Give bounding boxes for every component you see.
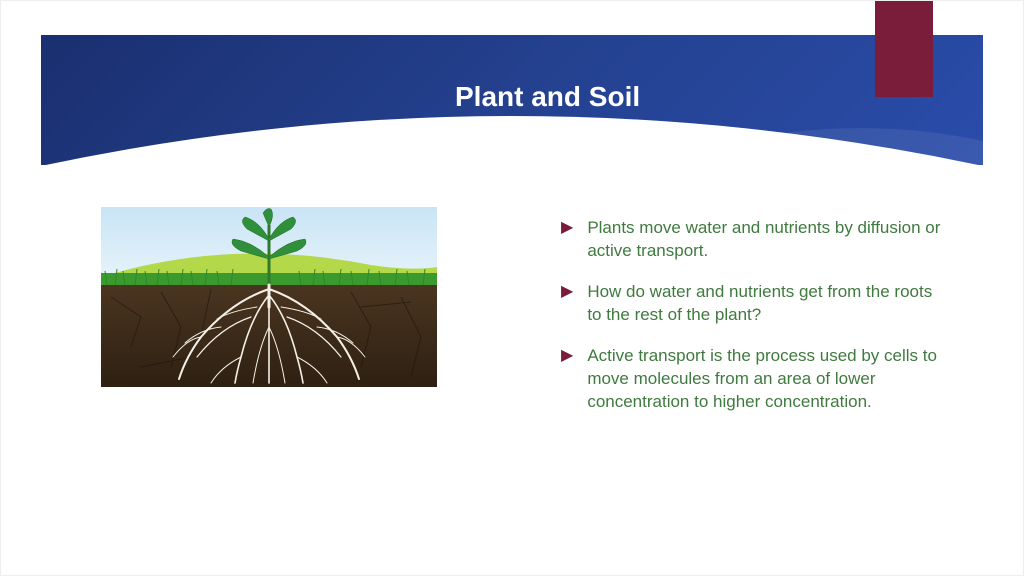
triangle-bullet-icon: ▶	[561, 281, 573, 327]
bullet-text: Plants move water and nutrients by diffu…	[587, 217, 941, 263]
bullet-list: ▶ Plants move water and nutrients by dif…	[561, 217, 941, 432]
title-line-2: Interactions	[455, 114, 640, 149]
accent-ribbon	[875, 1, 933, 97]
triangle-bullet-icon: ▶	[561, 217, 573, 263]
plant-soil-illustration	[101, 207, 437, 387]
list-item: ▶ Plants move water and nutrients by dif…	[561, 217, 941, 263]
list-item: ▶ Active transport is the process used b…	[561, 345, 941, 414]
slide-title: Plant and Soil Interactions	[455, 79, 640, 149]
bullet-text: Active transport is the process used by …	[587, 345, 941, 414]
bullet-text: How do water and nutrients get from the …	[587, 281, 941, 327]
list-item: ▶ How do water and nutrients get from th…	[561, 281, 941, 327]
title-line-1: Plant and Soil	[455, 79, 640, 114]
triangle-bullet-icon: ▶	[561, 345, 573, 414]
